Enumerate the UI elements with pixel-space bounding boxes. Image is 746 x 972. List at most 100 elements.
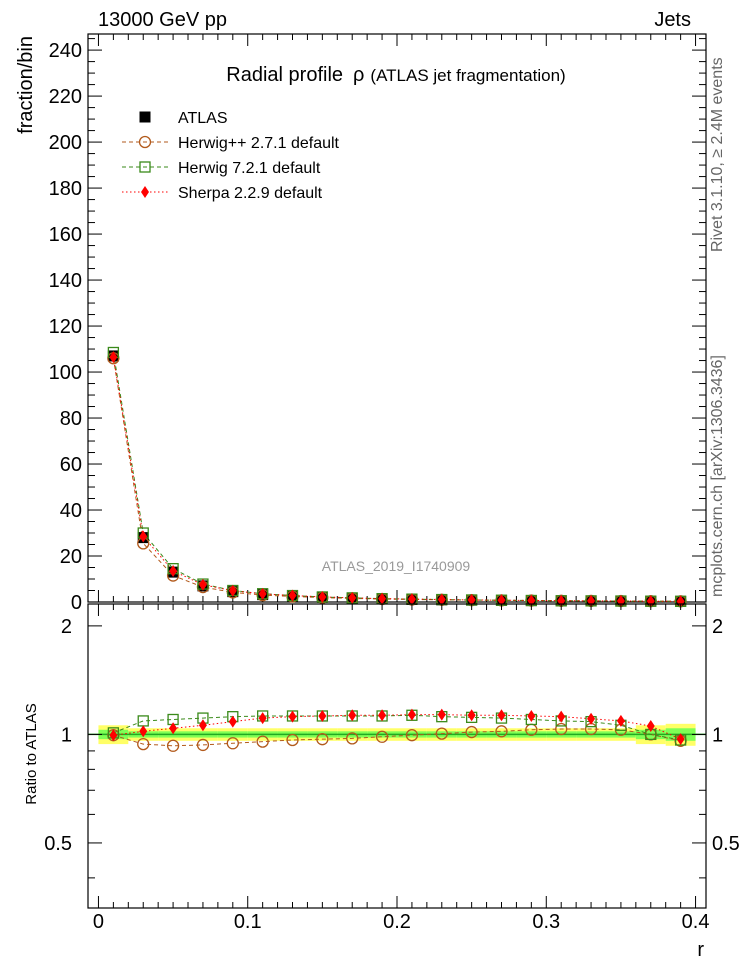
main-ylabel: fraction/bin bbox=[15, 36, 37, 134]
ratio-xtick-label: 0.1 bbox=[234, 911, 262, 933]
chart-title: Radial profile ρ (ATLAS jet fragmentation) bbox=[226, 64, 565, 86]
legend-marker-0 bbox=[139, 111, 151, 123]
chart-title-suffix: (ATLAS jet fragmentation) bbox=[370, 66, 565, 85]
main-point-series-3 bbox=[139, 530, 148, 543]
ratio-frame bbox=[87, 603, 707, 909]
x-axis-label: r bbox=[697, 939, 704, 961]
ratio-point-series-2 bbox=[497, 709, 506, 722]
main-ytick-label: 100 bbox=[49, 362, 82, 384]
ratio-point-series-2 bbox=[169, 722, 178, 735]
ratio-point-series-2 bbox=[318, 709, 327, 722]
ratio-point-series-0 bbox=[286, 733, 299, 747]
ratio-point-series-0 bbox=[405, 729, 419, 742]
ratio-point-series-0 bbox=[256, 735, 269, 748]
ratio-point-series-2 bbox=[616, 714, 625, 727]
main-ytick-label: 200 bbox=[49, 132, 82, 154]
main-point-series-3 bbox=[318, 590, 327, 603]
ratio-point-series-2 bbox=[557, 710, 566, 723]
header: 13000 GeV pp Jets bbox=[98, 9, 691, 31]
main-ytick-label: 120 bbox=[49, 316, 82, 338]
ratio-xtick-label: 0 bbox=[93, 911, 104, 933]
ratio-point-series-0 bbox=[226, 737, 239, 750]
ratio-ytick-label-left: 1 bbox=[61, 724, 72, 746]
ratio-panel: 0.5 0.5 1 1 2 2 0 0.1 0.2 0.3 0.4 r Ratio to ATLAS bbox=[23, 603, 740, 961]
ratio-point-series-2 bbox=[676, 733, 685, 746]
main-ytick-label: 60 bbox=[60, 454, 82, 476]
main-ytick-label: 220 bbox=[49, 86, 82, 108]
main-ytick-label: 40 bbox=[60, 500, 82, 522]
legend-label-3: Sherpa 2.2.9 default bbox=[178, 185, 323, 202]
legend-label-1: Herwig++ 2.7.1 default bbox=[178, 135, 340, 152]
ratio-point-series-2 bbox=[258, 712, 267, 725]
main-ytick-label: 180 bbox=[49, 178, 82, 200]
main-point-series-3 bbox=[198, 578, 207, 591]
main-ytick-label: 240 bbox=[49, 40, 82, 62]
ratio-point-series-2 bbox=[437, 708, 446, 721]
ratio-point-series-0 bbox=[495, 725, 508, 738]
ratio-point-series-2 bbox=[646, 720, 655, 733]
ratio-point-series-2 bbox=[288, 710, 297, 723]
ratio-ytick-label-right: 1 bbox=[712, 724, 723, 746]
ratio-point-series-0 bbox=[555, 722, 568, 736]
ratio-point-series-2 bbox=[348, 709, 357, 722]
ratio-ylabel: Ratio to ATLAS bbox=[23, 703, 40, 804]
side-label-rivet: Rivet 3.1.10, ≥ 2.4M events bbox=[709, 57, 726, 252]
ratio-point-series-2 bbox=[228, 715, 237, 728]
ratio-point-series-2 bbox=[587, 712, 596, 725]
main-point-series-3 bbox=[258, 587, 267, 600]
header-left: 13000 GeV pp bbox=[98, 9, 227, 31]
ratio-point-series-2 bbox=[198, 719, 207, 732]
ratio-ytick-label-left: 0.5 bbox=[44, 833, 72, 855]
main-ytick-label: 0 bbox=[71, 592, 82, 614]
header-right: Jets bbox=[654, 9, 691, 31]
ratio-xtick-label: 0.2 bbox=[383, 911, 411, 933]
ratio-ytick-label-left: 2 bbox=[61, 616, 72, 638]
main-point-series-3 bbox=[109, 351, 118, 364]
chart-title-main: Radial profile bbox=[226, 64, 343, 86]
ratio-point-series-0 bbox=[435, 727, 448, 740]
main-point-series-3 bbox=[288, 589, 297, 602]
legend-marker-1 bbox=[138, 135, 152, 149]
analysis-watermark: ATLAS_2019_I1740909 bbox=[322, 558, 471, 574]
ratio-point-series-2 bbox=[407, 708, 416, 721]
ratio-ytick-label-right: 2 bbox=[712, 616, 723, 638]
ratio-ytick-label-right: 0.5 bbox=[712, 833, 740, 855]
ratio-point-series-0 bbox=[137, 737, 150, 751]
main-ytick-label: 80 bbox=[60, 408, 82, 430]
main-point-series-3 bbox=[437, 593, 446, 606]
ratio-point-series-0 bbox=[316, 733, 329, 746]
ratio-xtick-label: 0.3 bbox=[532, 911, 560, 933]
main-point-series-3 bbox=[497, 594, 506, 607]
main-point-series-3 bbox=[467, 593, 476, 606]
chart-title-symbol: ρ bbox=[353, 64, 364, 86]
main-point-series-3 bbox=[228, 584, 237, 597]
main-ytick-label: 160 bbox=[49, 224, 82, 246]
main-ytick-label: 140 bbox=[49, 270, 82, 292]
main-point-series-3 bbox=[169, 564, 178, 577]
ratio-point-series-0 bbox=[196, 738, 210, 752]
legend-marker-2 bbox=[139, 161, 151, 173]
ratio-point-series-2 bbox=[109, 729, 118, 742]
ratio-point-series-2 bbox=[378, 709, 387, 722]
ratio-series-line-2 bbox=[113, 714, 681, 740]
legend: ATLAS Herwig++ 2.7.1 default Herwig 7.2.1 … bbox=[122, 110, 340, 202]
main-point-series-3 bbox=[348, 591, 357, 604]
ratio-point-series-0 bbox=[465, 725, 478, 739]
main-point-series-3 bbox=[378, 592, 387, 605]
ratio-xtick-label: 0.4 bbox=[682, 911, 710, 933]
side-label-mcplots: mcplots.cern.ch [arXiv:1306.3436] bbox=[709, 355, 726, 597]
ratio-point-series-0 bbox=[346, 732, 359, 745]
legend-label-2: Herwig 7.2.1 default bbox=[178, 160, 321, 177]
ratio-point-series-0 bbox=[166, 739, 180, 752]
ratio-point-series-0 bbox=[375, 730, 389, 743]
main-point-series-3 bbox=[407, 593, 416, 606]
side-labels: Rivet 3.1.10, ≥ 2.4M events mcplots.cern… bbox=[709, 57, 726, 597]
ratio-point-series-2 bbox=[139, 725, 148, 738]
ratio-point-series-2 bbox=[527, 709, 536, 722]
legend-label-0: ATLAS bbox=[178, 110, 228, 127]
main-panel: 0 20 40 60 80 100 120 140 160 180 200 220 240 fractio… bbox=[15, 33, 707, 614]
ratio-point-series-2 bbox=[467, 709, 476, 722]
main-ytick-label: 20 bbox=[60, 546, 82, 568]
legend-marker-3 bbox=[141, 186, 149, 198]
